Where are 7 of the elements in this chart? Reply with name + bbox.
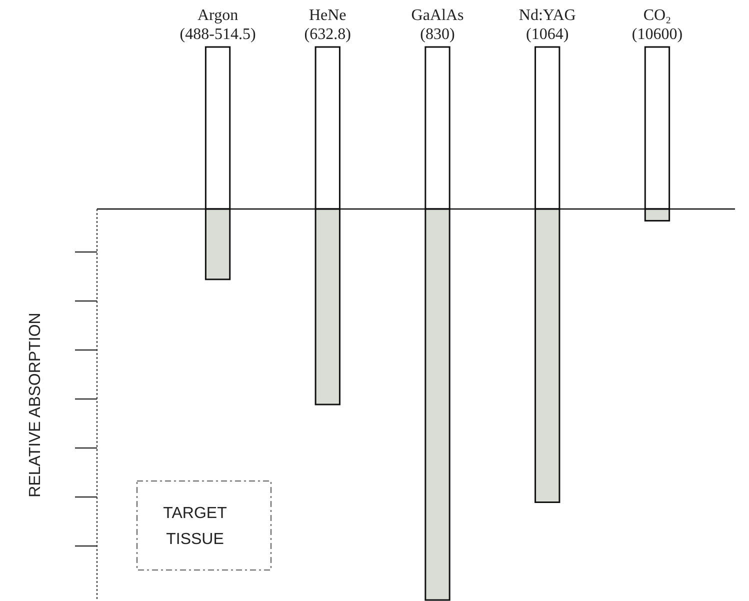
x-tick-label: GaAlAs (830) [411, 7, 464, 43]
x-tick-label: CO₂ (10600) [632, 7, 683, 43]
annotation: TARGET TISSUE [163, 505, 228, 548]
y-axis-title: RELATIVE ABSORPTION [27, 312, 44, 498]
x-tick-label: HeNe (632.8) [304, 7, 351, 43]
x-tick-label: Nd:YAG (1064) [518, 7, 576, 43]
x-tick-label: Argon (488-514.5) [180, 7, 256, 43]
